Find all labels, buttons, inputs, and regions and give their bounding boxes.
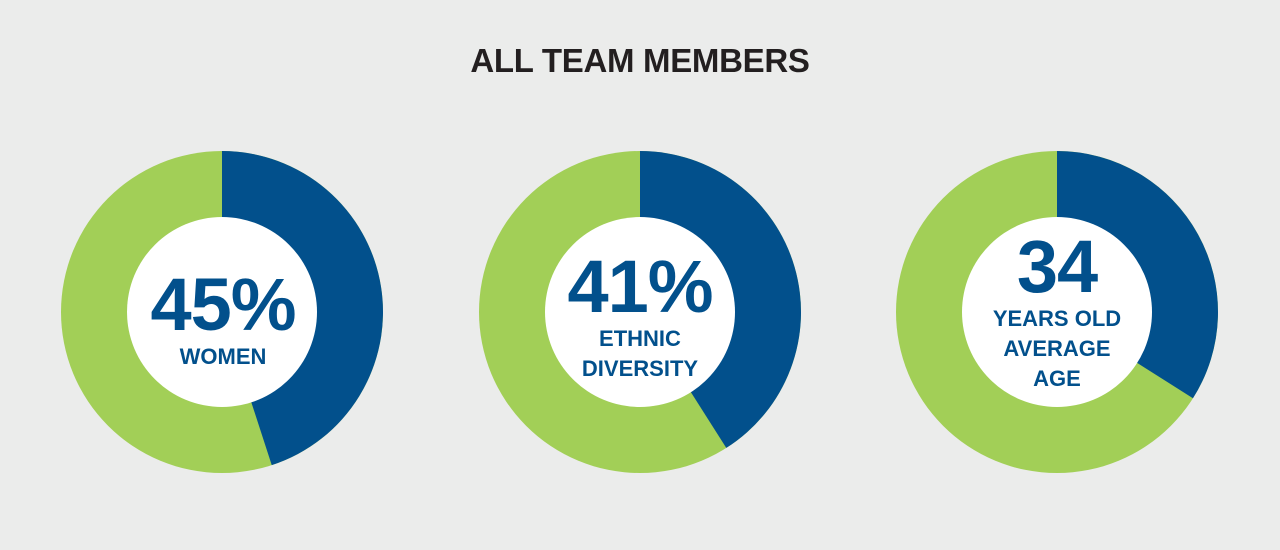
donut-value-label: 34 xyxy=(1016,225,1098,308)
chart-title: ALL TEAM MEMBERS xyxy=(470,42,810,79)
donut-caption: YEARS OLD AVERAGE AGE xyxy=(992,306,1122,391)
donut-center-label-ethnic-diversity: 41% ETHNIC DIVERSITY xyxy=(540,250,740,384)
donut-hole-average-age xyxy=(962,217,1152,407)
donut-value-label: 41% xyxy=(567,245,713,328)
donut-center-label-average-age: 34 YEARS OLD AVERAGE AGE xyxy=(957,230,1157,394)
donut-center-label-women: 45% WOMEN xyxy=(123,268,323,372)
donut-caption: WOMEN xyxy=(179,344,267,369)
donut-hole-ethnic-diversity xyxy=(545,217,735,407)
donut-value-label: 45% xyxy=(150,263,296,346)
donut-caption: ETHNIC DIVERSITY xyxy=(581,326,699,381)
donut-hole-women xyxy=(127,217,317,407)
